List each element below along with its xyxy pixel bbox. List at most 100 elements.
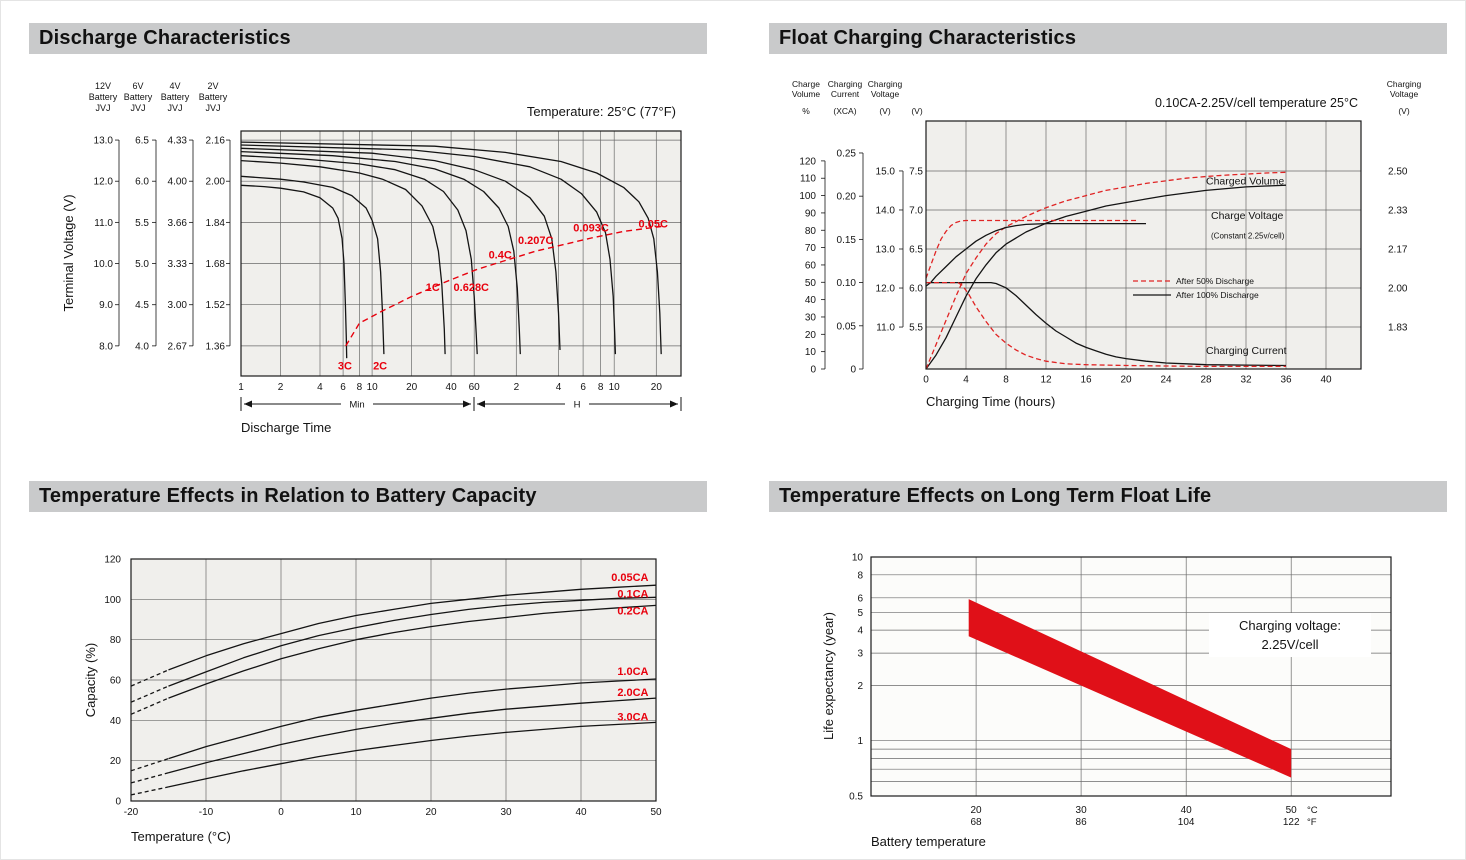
svg-text:10: 10: [805, 347, 817, 358]
svg-text:3.00: 3.00: [168, 300, 188, 311]
svg-text:7.0: 7.0: [909, 206, 923, 217]
svg-text:11.0: 11.0: [876, 323, 895, 334]
svg-text:20: 20: [970, 805, 982, 816]
svg-text:(XCA): (XCA): [833, 106, 856, 116]
svg-text:Temperature (°C): Temperature (°C): [131, 829, 231, 844]
svg-text:Battery: Battery: [161, 92, 190, 102]
svg-text:0: 0: [115, 797, 121, 808]
svg-text:2.25V/cell: 2.25V/cell: [1261, 637, 1318, 652]
svg-text:40: 40: [446, 382, 458, 393]
svg-text:°C: °C: [1307, 805, 1318, 816]
svg-text:5.0: 5.0: [135, 259, 149, 270]
svg-text:0: 0: [278, 807, 284, 818]
svg-text:Voltage: Voltage: [1390, 89, 1419, 99]
svg-text:Min: Min: [349, 400, 364, 411]
svg-text:Discharge Time: Discharge Time: [241, 420, 331, 435]
svg-text:0.20: 0.20: [837, 192, 857, 203]
svg-text:(V): (V): [879, 106, 891, 116]
svg-text:5.5: 5.5: [135, 218, 149, 229]
svg-text:60: 60: [805, 260, 817, 271]
svg-text:60: 60: [110, 676, 122, 687]
svg-text:11.0: 11.0: [94, 218, 113, 229]
svg-text:6: 6: [340, 382, 346, 393]
svg-text:0.15: 0.15: [837, 235, 857, 246]
svg-text:2: 2: [857, 681, 863, 692]
svg-text:JVJ: JVJ: [95, 103, 110, 113]
svg-text:6.0: 6.0: [135, 177, 149, 188]
svg-text:6.5: 6.5: [135, 136, 149, 147]
svg-text:40: 40: [805, 295, 817, 306]
svg-text:2V: 2V: [207, 81, 218, 91]
svg-text:3: 3: [857, 649, 863, 660]
svg-text:80: 80: [110, 635, 122, 646]
svg-text:8: 8: [598, 382, 604, 393]
svg-text:2.17: 2.17: [1388, 245, 1408, 256]
svg-text:5.5: 5.5: [909, 323, 923, 334]
svg-text:1C: 1C: [426, 282, 440, 294]
svg-text:30: 30: [1076, 805, 1088, 816]
svg-text:(V): (V): [1398, 106, 1410, 116]
svg-text:0.10: 0.10: [837, 278, 857, 289]
svg-text:20: 20: [425, 807, 437, 818]
svg-text:Charging: Charging: [1387, 79, 1422, 89]
svg-text:4.5: 4.5: [135, 300, 149, 311]
svg-text:0.5: 0.5: [849, 792, 863, 803]
svg-text:Life expectancy (year): Life expectancy (year): [821, 612, 836, 740]
float-life-title: Temperature Effects on Long Term Float L…: [779, 485, 1212, 507]
svg-text:20: 20: [805, 330, 817, 341]
svg-text:3.0CA: 3.0CA: [617, 711, 648, 723]
svg-text:5: 5: [857, 608, 863, 619]
svg-text:0: 0: [923, 375, 929, 386]
svg-text:Charging Current: Charging Current: [1206, 345, 1287, 357]
svg-text:40: 40: [1320, 375, 1332, 386]
svg-text:10: 10: [350, 807, 362, 818]
svg-text:1.52: 1.52: [206, 300, 226, 311]
temperature-capacity-title-bar: Temperature Effects in Relation to Batte…: [29, 481, 707, 512]
svg-text:0.628C: 0.628C: [454, 282, 490, 294]
svg-text:50: 50: [1286, 805, 1298, 816]
svg-text:6: 6: [857, 593, 863, 604]
svg-text:40: 40: [1181, 805, 1193, 816]
svg-text:0.05CA: 0.05CA: [611, 572, 648, 584]
svg-text:40: 40: [110, 716, 122, 727]
svg-text:1: 1: [857, 736, 863, 747]
temperature-capacity-title: Temperature Effects in Relation to Batte…: [39, 485, 537, 507]
svg-text:Charge Voltage: Charge Voltage: [1211, 210, 1284, 222]
svg-text:Charged Volume: Charged Volume: [1206, 176, 1284, 188]
svg-text:2: 2: [278, 382, 284, 393]
svg-text:120: 120: [104, 555, 121, 566]
svg-text:12.0: 12.0: [876, 284, 896, 295]
svg-text:H: H: [574, 400, 581, 411]
svg-text:JVJ: JVJ: [130, 103, 145, 113]
svg-text:20: 20: [406, 382, 418, 393]
svg-text:2C: 2C: [373, 360, 387, 372]
svg-text:10: 10: [852, 553, 864, 564]
svg-text:20: 20: [1120, 375, 1132, 386]
svg-text:20: 20: [110, 756, 122, 767]
svg-text:0.2CA: 0.2CA: [617, 605, 648, 617]
svg-text:70: 70: [805, 243, 817, 254]
svg-text:50: 50: [650, 807, 662, 818]
svg-text:12: 12: [1040, 375, 1052, 386]
discharge-characteristics-title-bar: Discharge Characteristics: [29, 23, 707, 54]
svg-text:6.0: 6.0: [909, 284, 923, 295]
svg-text:50: 50: [805, 278, 817, 289]
svg-text:0: 0: [850, 365, 856, 376]
svg-text:10.0: 10.0: [94, 259, 114, 270]
svg-text:1.68: 1.68: [206, 259, 226, 270]
svg-text:2.00: 2.00: [206, 177, 226, 188]
svg-text:8: 8: [357, 382, 363, 393]
svg-text:8: 8: [1003, 375, 1009, 386]
svg-text:(Constant 2.25v/cell): (Constant 2.25v/cell): [1211, 231, 1285, 240]
svg-text:28: 28: [1200, 375, 1212, 386]
svg-text:Voltage: Voltage: [871, 89, 900, 99]
float-charging-characteristics-title: Float Charging Characteristics: [779, 27, 1077, 49]
svg-text:Battery: Battery: [89, 92, 118, 102]
svg-text:2.0CA: 2.0CA: [617, 687, 648, 699]
svg-text:68: 68: [970, 817, 982, 828]
svg-text:0: 0: [810, 365, 816, 376]
svg-text:2.16: 2.16: [206, 136, 226, 147]
svg-text:86: 86: [1076, 817, 1088, 828]
svg-text:0.05: 0.05: [837, 321, 857, 332]
